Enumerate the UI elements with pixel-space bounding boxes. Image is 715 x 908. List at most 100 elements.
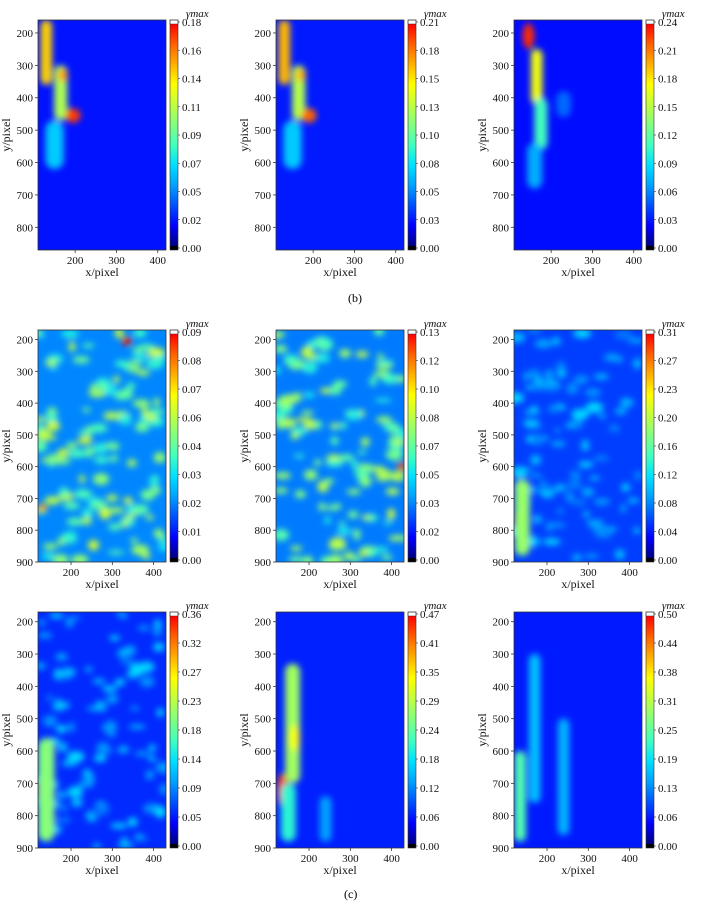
heat-field [514,20,642,250]
colorbar-tick-label: 0.07 [182,158,202,170]
colorbar-tick-label: 0.13 [420,327,440,339]
y-tick-label: 200 [493,617,510,629]
heatmap-svg: 200 300 400 500 600 700 800 200 300 400 x/pixel y/p… [475,8,685,279]
y-tick-label: 300 [255,60,272,72]
heat-speckle [90,500,108,510]
colorbar-tick-label: 0.18 [182,725,202,737]
heat-speckle [276,487,288,494]
heat-speckle [141,553,151,559]
x-axis-label: x/pixel [85,265,119,279]
y-axis-label: y/pixel [237,713,251,747]
heat-speckle [47,454,61,459]
heat-speckle [61,760,79,767]
colorbar-tick-label: 0.02 [182,498,201,510]
heat-band [278,20,291,85]
heat-speckle [46,420,61,431]
heat-speckle [153,355,165,363]
heat-speckle [313,420,323,429]
heat-speckle [131,347,145,353]
colorbar-tick-label: 0.06 [182,413,202,425]
y-tick-label: 400 [17,93,34,105]
heat-speckle [336,527,352,536]
heat-speckle [614,407,627,415]
heat-speckle [377,359,394,365]
heat-speckle [44,496,61,505]
colorbar-tick-label: 0.10 [420,384,440,396]
colorbar-tick-label: 0.32 [182,638,201,650]
colorbar-tick-label: 0.13 [658,783,678,795]
heat-speckle [332,503,342,509]
heat-speckle [592,524,609,536]
colorbar-tick-label: 0.08 [658,498,678,510]
x-axis-label: x/pixel [85,577,119,591]
heat-speckle [39,458,51,463]
heatmap-svg: 200 300 400 500 600 700 800 200 300 400 x/pixel y/p… [0,8,209,279]
heatmap-svg: 200 300 400 500 600 700 800 900 200 300 400 x/pixel… [475,318,685,591]
y-tick-label: 300 [17,649,34,661]
heat-hotspot [396,462,404,471]
heat-band [514,479,530,556]
colorbar-title: γmax [186,8,209,20]
colorbar-tick-label: 0.05 [420,187,440,199]
y-tick-label: 400 [17,398,34,410]
x-tick-label: 200 [67,255,84,267]
heat-speckle [572,417,583,430]
heat-speckle [534,339,553,349]
heat-speckle [148,744,157,752]
plot-frame [37,19,167,251]
heat-speckle [374,465,385,475]
heatmap-svg: 200 300 400 500 600 700 800 900 200 300 400 x/pixel… [0,600,209,877]
colorbar-tick-label: 0.05 [182,187,202,199]
heat-speckle [530,405,538,413]
y-tick-label: 800 [493,222,510,234]
heat-speckle [158,542,166,552]
y-tick-label: 600 [493,462,510,474]
x-tick-label: 400 [625,255,642,267]
heat-speckle [390,471,404,482]
heat-speckle [119,612,128,619]
heat-speckle [632,358,642,370]
y-tick-label: 600 [17,158,34,170]
colorbar-tick-label: 0.15 [658,102,678,114]
colorbar [408,334,416,558]
heat-blob [522,23,535,50]
heat-speckle [325,460,344,467]
y-tick-label: 500 [255,125,272,137]
colorbar-tick-label: 0.00 [420,841,440,853]
colorbar-tick-label: 0.16 [658,441,678,453]
colorbar-tick-label: 0.18 [182,17,202,29]
y-tick-label: 600 [493,158,510,170]
colorbar-tick-label: 0.21 [658,45,677,57]
heat-speckle [38,440,47,453]
heat-speckle [382,468,391,479]
y-axis-label: y/pixel [0,118,13,152]
heat-speckle [578,461,594,469]
heat-speckle [584,553,599,559]
y-tick-label: 600 [255,462,272,474]
heat-speckle [137,624,150,631]
heat-speckle [546,521,553,532]
heat-speckle [92,843,101,848]
heat-speckle [621,483,631,492]
x-tick-label: 400 [621,853,638,865]
heat-speckle [302,361,318,374]
colorbar-tick-label: 0.18 [420,45,440,57]
y-tick-label: 200 [17,335,34,347]
colorbar-tick-label: 0.06 [420,812,440,824]
heat-speckle [120,837,129,845]
heat-speckle [585,401,604,413]
heat-speckle [554,427,561,434]
heat-speckle [276,472,292,480]
heat-field [514,612,642,848]
x-tick-label: 400 [383,567,400,579]
heat-speckle [57,742,68,753]
plot-frame [513,611,643,849]
heat-speckle [71,797,83,808]
heat-speckle [119,413,132,426]
heat-speckle [81,516,92,525]
heat-speckle [588,475,601,481]
heat-speckle [620,503,627,513]
heatmap-svg: 200 300 400 500 600 700 800 200 300 400 x/pixel y/p… [237,8,447,279]
heat-speckle [374,398,392,403]
heat-speckle [326,454,342,463]
